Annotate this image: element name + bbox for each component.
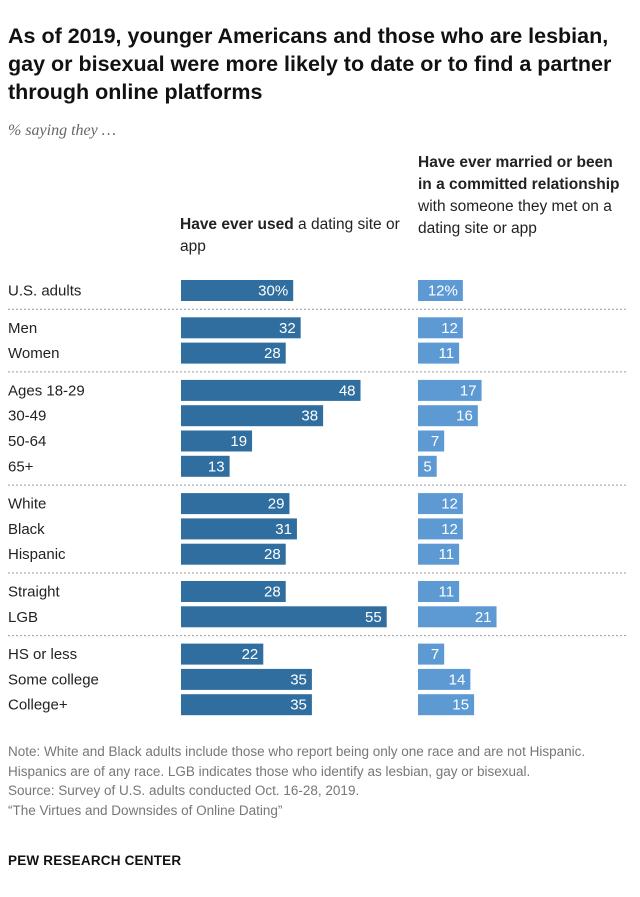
data-label-dating-site-use: 28	[264, 546, 281, 563]
category-label: White	[8, 496, 46, 513]
bar-relationship	[418, 606, 497, 628]
data-label-dating-site-use: 31	[275, 521, 292, 538]
chart-subtitle: % saying they …	[8, 122, 116, 139]
category-label: LGB	[8, 609, 38, 626]
data-label-relationship: 15	[452, 697, 469, 714]
data-label-relationship: 12	[441, 496, 458, 513]
category-label: Black	[8, 521, 45, 538]
bar-dating-site-use	[181, 493, 290, 515]
bar-dating-site-use	[181, 317, 301, 339]
data-label-relationship: 17	[460, 382, 477, 399]
category-label: Men	[8, 320, 37, 337]
bar-relationship	[418, 543, 460, 565]
data-label-dating-site-use: 38	[301, 408, 318, 425]
chart-notes: Note: White and Black adults include tho…	[8, 742, 618, 820]
bar-relationship	[418, 643, 445, 665]
bar-relationship	[418, 317, 463, 339]
bar-dating-site-use	[181, 643, 264, 665]
data-label-relationship: 12%	[428, 283, 458, 300]
column-header-relationship-bold: Have ever married or been in a committed…	[418, 154, 620, 193]
data-label-relationship: 12	[441, 521, 458, 538]
category-label: 50-64	[8, 433, 46, 450]
data-label-relationship: 16	[456, 408, 473, 425]
data-label-dating-site-use: 35	[290, 697, 307, 714]
report-title-text: “The Virtues and Downsides of Online Dat…	[8, 802, 283, 818]
bar-dating-site-use	[181, 405, 324, 427]
category-label: 65+	[8, 458, 34, 475]
column-header-dating-site-use: Have ever used a dating site or app	[180, 214, 400, 258]
pew-research-center-logo: PEW RESEARCH CENTER	[8, 853, 182, 868]
data-label-dating-site-use: 55	[365, 609, 382, 626]
data-label-dating-site-use: 32	[279, 320, 296, 337]
bar-dating-site-use	[181, 581, 286, 602]
chart-title: As of 2019, younger Americans and those …	[8, 24, 612, 104]
bar-relationship	[418, 430, 445, 452]
bar-dating-site-use	[181, 379, 361, 401]
bar-relationship	[418, 379, 482, 401]
bar-relationship	[418, 342, 460, 364]
data-label-dating-site-use: 22	[242, 646, 259, 663]
bar-dating-site-use	[181, 455, 230, 477]
bar-relationship	[418, 405, 478, 427]
bar-relationship	[418, 581, 460, 602]
bar-dating-site-use	[181, 668, 312, 690]
data-label-relationship: 12	[441, 320, 458, 337]
category-label: Ages 18-29	[8, 382, 85, 399]
data-label-dating-site-use: 30%	[258, 283, 288, 300]
bar-relationship	[418, 493, 463, 515]
data-label-dating-site-use: 35	[290, 671, 307, 688]
bar-dating-site-use	[181, 606, 387, 628]
category-label: HS or less	[8, 646, 77, 663]
data-label-relationship: 7	[431, 433, 439, 450]
bar-dating-site-use	[181, 280, 294, 301]
category-label: College+	[8, 697, 68, 714]
bar-relationship	[418, 280, 463, 301]
bar-dating-site-use	[181, 543, 286, 565]
data-label-relationship: 14	[449, 671, 466, 688]
category-label: 30-49	[8, 408, 46, 425]
bar-dating-site-use	[181, 518, 297, 540]
column-header-relationship: Have ever married or been in a committed…	[418, 152, 623, 240]
bar-dating-site-use	[181, 430, 253, 452]
data-label-dating-site-use: 48	[339, 382, 356, 399]
category-label: U.S. adults	[8, 283, 81, 300]
bar-dating-site-use	[181, 694, 312, 716]
data-label-relationship: 21	[475, 609, 492, 626]
data-label-relationship: 11	[439, 345, 455, 362]
bar-dating-site-use	[181, 342, 286, 364]
data-label-relationship: 11	[439, 546, 455, 563]
note-text: Note: White and Black adults include tho…	[8, 744, 586, 779]
data-label-relationship: 5	[423, 458, 431, 475]
data-label-dating-site-use: 19	[230, 433, 247, 450]
data-label-relationship: 11	[439, 584, 455, 601]
category-label: Straight	[8, 584, 61, 601]
column-header-dating-site-use-rest: a dating site or app	[180, 216, 400, 255]
data-label-dating-site-use: 13	[208, 458, 225, 475]
bar-relationship	[418, 668, 471, 690]
bar-chart: U.S. adults 30% 12% Men 32 12 Women 28 11 Ages 18…	[8, 280, 628, 716]
data-label-dating-site-use: 28	[264, 345, 281, 362]
data-label-relationship: 7	[431, 646, 439, 663]
data-label-dating-site-use: 29	[268, 496, 285, 513]
data-label-dating-site-use: 28	[264, 584, 281, 601]
bar-relationship	[418, 694, 475, 716]
category-label: Hispanic	[8, 546, 66, 563]
bar-relationship	[418, 518, 463, 540]
bar-relationship	[418, 455, 437, 477]
column-header-relationship-rest: with someone they met on a dating site o…	[418, 198, 612, 237]
category-label: Some college	[8, 671, 99, 688]
source-text: Source: Survey of U.S. adults conducted …	[8, 783, 360, 798]
category-label: Women	[8, 345, 59, 362]
column-header-dating-site-use-bold: Have ever used	[180, 216, 294, 233]
